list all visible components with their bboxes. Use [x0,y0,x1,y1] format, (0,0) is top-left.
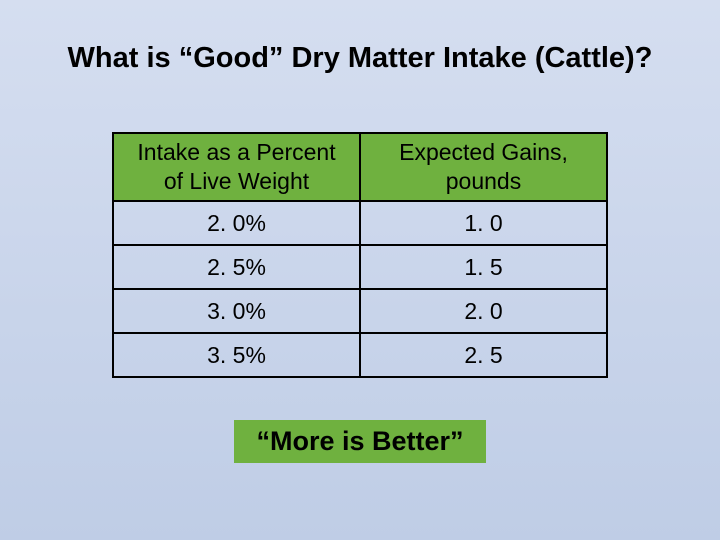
cell-gains: 2. 5 [360,333,607,377]
cell-intake: 2. 5% [113,245,360,289]
cell-intake: 3. 0% [113,289,360,333]
slide: What is “Good” Dry Matter Intake (Cattle… [0,0,720,540]
table-row: 2. 0% 1. 0 [113,201,607,245]
table-header-row: Intake as a Percentof Live Weight Expect… [113,133,607,201]
col-header-intake-label: Intake as a Percentof Live Weight [137,139,335,194]
col-header-gains-label: Expected Gains,pounds [399,139,568,194]
col-header-gains: Expected Gains,pounds [360,133,607,201]
col-header-intake: Intake as a Percentof Live Weight [113,133,360,201]
table-row: 3. 5% 2. 5 [113,333,607,377]
intake-table-container: Intake as a Percentof Live Weight Expect… [112,132,608,378]
callout-text: “More is Better” [256,426,463,456]
cell-gains: 2. 0 [360,289,607,333]
table-row: 2. 5% 1. 5 [113,245,607,289]
cell-gains: 1. 0 [360,201,607,245]
cell-gains: 1. 5 [360,245,607,289]
table-row: 3. 0% 2. 0 [113,289,607,333]
slide-title: What is “Good” Dry Matter Intake (Cattle… [0,42,720,75]
intake-table: Intake as a Percentof Live Weight Expect… [112,132,608,378]
callout-container: “More is Better” [0,420,720,463]
cell-intake: 3. 5% [113,333,360,377]
callout: “More is Better” [234,420,485,463]
cell-intake: 2. 0% [113,201,360,245]
